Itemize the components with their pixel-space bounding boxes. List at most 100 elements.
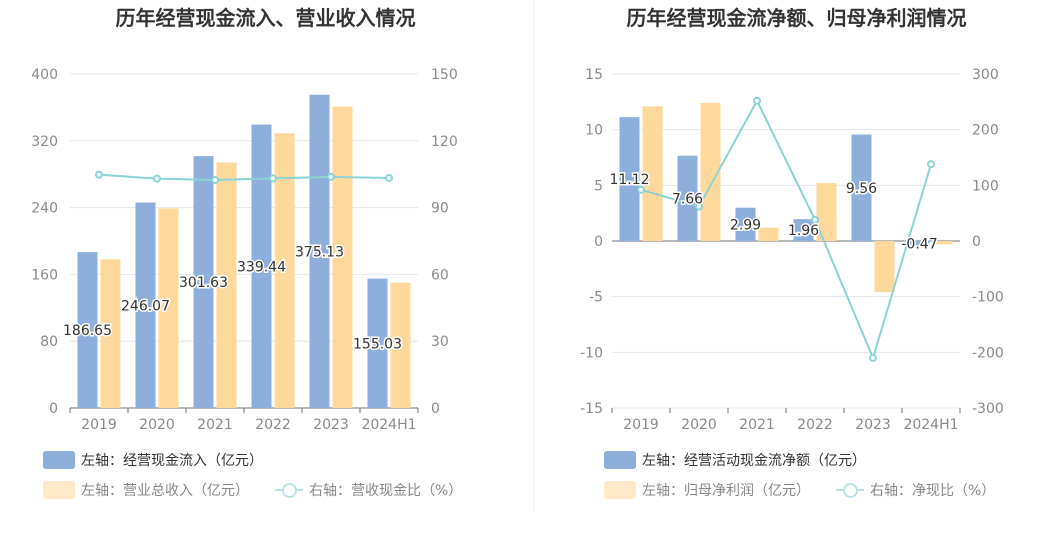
legend-label: 左轴：归母净利润（亿元） <box>642 483 810 499</box>
bar-primary <box>251 124 272 408</box>
x-tick-label: 2020 <box>681 417 717 433</box>
bar-data-label: 11.12 <box>609 172 649 188</box>
bar-primary <box>619 117 640 241</box>
legend-swatch-blue <box>604 451 636 469</box>
y-tick-left: 10 <box>585 123 603 139</box>
y-tick-right: 0 <box>972 234 981 250</box>
bar-data-label: 7.66 <box>672 191 703 207</box>
y-tick-right: 30 <box>431 334 449 350</box>
bar-secondary <box>932 241 953 245</box>
y-tick-right: 300 <box>972 67 999 83</box>
bar-primary <box>851 134 872 241</box>
bar-primary <box>309 94 330 408</box>
x-tick-label: 2022 <box>255 417 291 433</box>
legend-swatch-orange <box>604 481 636 499</box>
bar-primary <box>77 252 98 408</box>
ratio-line <box>640 98 932 361</box>
x-tick-label: 2023 <box>313 417 349 433</box>
ratio-point <box>269 174 277 183</box>
bar-primary <box>367 278 388 408</box>
y-tick-left: 0 <box>49 401 58 417</box>
bar-primary <box>135 202 156 408</box>
bar-primary <box>735 207 756 241</box>
y-tick-right: 0 <box>431 401 440 417</box>
bar-primary <box>193 156 214 408</box>
ratio-point <box>811 215 819 224</box>
y-tick-right: 120 <box>431 134 458 150</box>
bar-data-label: 375.13 <box>295 244 344 260</box>
bar-data-label: 186.65 <box>63 323 112 339</box>
chart-left-plot: 0 0 80 30 160 60 240 90 320 120 400 150 2019 2020 2021… <box>31 67 458 433</box>
panel-divider <box>533 0 534 510</box>
y-tick-left: -5 <box>589 290 603 306</box>
ratio-point <box>385 173 393 182</box>
bar-secondary <box>390 282 411 408</box>
legend-item-ratio[interactable]: 右轴：营收现金比（%） <box>275 480 462 500</box>
ratio-point <box>869 353 877 362</box>
ratio-point <box>153 174 161 183</box>
ratio-line <box>98 173 390 181</box>
legend-label: 左轴：营业总收入（亿元） <box>81 483 249 499</box>
bar-secondary <box>758 227 779 241</box>
legend-item-revenue[interactable]: 左轴：营业总收入（亿元） <box>43 480 249 500</box>
legend-item-netprofit[interactable]: 左轴：归母净利润（亿元） <box>604 480 810 500</box>
bar-data-label: 1.96 <box>788 223 819 239</box>
x-tick-label: 2024H1 <box>361 417 416 433</box>
bar-secondary <box>274 133 295 408</box>
legend-line-icon <box>836 481 864 499</box>
bar-secondary <box>216 162 237 408</box>
bar-data-label: -0.47 <box>901 237 937 253</box>
bar-primary <box>793 219 814 241</box>
chart-title-right: 历年经营现金流净额、归母净利润情况 <box>626 6 967 30</box>
chart-right-plot: -15 -300 -10 -200 -5 -100 0 0 5 100 10 200 15 300 2019… <box>580 67 1004 433</box>
y-tick-left: 320 <box>31 134 58 150</box>
y-tick-left: 15 <box>585 67 603 83</box>
bar-data-label: 339.44 <box>237 259 286 275</box>
x-tick-label: 2019 <box>623 417 659 433</box>
bar-data-label: 2.99 <box>730 217 761 233</box>
x-tick-label: 2024H1 <box>903 417 958 433</box>
bar-data-label: 9.56 <box>846 181 877 197</box>
ratio-point <box>753 96 761 105</box>
legend-label: 右轴：净现比（%） <box>870 483 996 499</box>
y-tick-left: 5 <box>594 178 603 194</box>
ratio-point <box>327 172 335 181</box>
bar-secondary <box>332 106 353 408</box>
ratio-point <box>927 160 935 169</box>
chart-panel-left: 历年经营现金流入、营业收入情况 0 0 80 30 160 60 240 90 320 120 40… <box>31 6 462 500</box>
legend-swatch-orange <box>43 481 75 499</box>
y-tick-left: 0 <box>594 234 603 250</box>
bar-primary <box>677 155 698 241</box>
y-tick-right: 60 <box>431 267 449 283</box>
y-tick-right: 100 <box>972 178 999 194</box>
y-tick-right: -300 <box>972 401 1004 417</box>
legend-item-netcash-ratio[interactable]: 右轴：净现比（%） <box>836 480 995 500</box>
legend-label: 左轴：经营活动现金流净额（亿元） <box>642 453 866 469</box>
y-tick-right: 150 <box>431 67 458 83</box>
bar-secondary <box>816 183 837 241</box>
bar-secondary <box>874 241 895 293</box>
y-tick-right: -100 <box>972 290 1004 306</box>
bar-secondary <box>158 208 179 408</box>
bar-secondary <box>700 102 721 242</box>
bar-data-label: 246.07 <box>121 298 170 314</box>
bar-data-label: 155.03 <box>353 336 402 352</box>
ratio-point <box>695 202 703 211</box>
x-tick-label: 2021 <box>739 417 775 433</box>
bar-secondary <box>642 106 663 241</box>
ratio-point <box>637 185 645 194</box>
y-tick-left: 400 <box>31 67 58 83</box>
chart-panel-right: 历年经营现金流净额、归母净利润情况 -15 -300 -10 -200 -5 -100 0 0… <box>531 0 1062 546</box>
y-tick-left: 240 <box>31 201 58 217</box>
bar-data-label: 301.63 <box>179 275 228 291</box>
x-tick-label: 2019 <box>81 417 117 433</box>
x-tick-label: 2022 <box>797 417 833 433</box>
legend-item-inflow[interactable]: 左轴：经营现金流入（亿元） <box>43 450 263 470</box>
legend-item-netflow[interactable]: 左轴：经营活动现金流净额（亿元） <box>604 450 866 470</box>
y-tick-right: 90 <box>431 201 449 217</box>
legend-label: 左轴：经营现金流入（亿元） <box>81 453 263 469</box>
y-tick-left: 80 <box>40 334 58 350</box>
y-tick-left: -15 <box>580 401 603 417</box>
ratio-point <box>95 170 103 179</box>
legend-swatch-blue <box>43 451 75 469</box>
